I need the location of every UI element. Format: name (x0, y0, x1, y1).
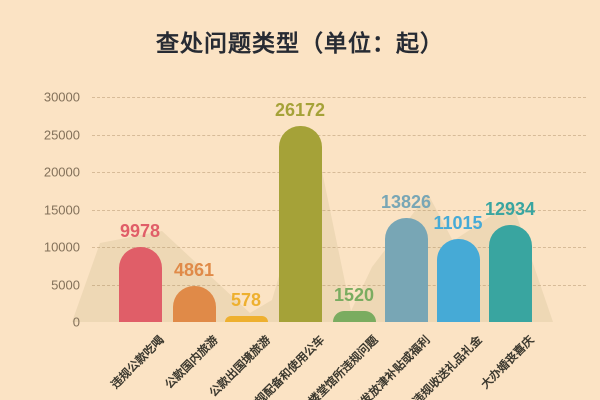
gridline (92, 134, 586, 136)
gridline (92, 97, 586, 98)
bar-7 (436, 239, 480, 322)
bar-value-label: 1520 (333, 284, 375, 305)
y-tick-label: 20000 (43, 164, 80, 180)
y-tick-label: 30000 (43, 89, 80, 105)
bar-category-label: 违规公款吃喝 (109, 334, 167, 392)
bar-value-label: 26172 (274, 99, 326, 120)
bar-5 (332, 310, 376, 322)
bar-6 (384, 218, 428, 322)
bar-value-label: 4861 (173, 259, 215, 280)
bar-value-label: 9978 (119, 221, 161, 242)
bar-value-label: 11015 (433, 213, 483, 234)
bar-8 (488, 225, 532, 322)
y-tick-label: 15000 (43, 202, 80, 217)
chart-title: 查处问题类型（单位：起） (156, 30, 444, 56)
bar-value-label: 13826 (380, 192, 432, 213)
y-tick-label: 5000 (51, 277, 80, 292)
gridline (92, 284, 586, 286)
bar-value-label: 12934 (484, 199, 536, 219)
y-tick-label: 25000 (43, 127, 80, 142)
bar-1 (118, 247, 162, 322)
bar-category-label: 大办婚丧喜庆 (479, 334, 537, 392)
y-tick-label: 0 (72, 314, 80, 330)
y-tick-label: 10000 (43, 239, 80, 255)
gridline (92, 247, 586, 248)
bar-2 (172, 285, 216, 322)
bar-3 (224, 316, 268, 322)
bar-value-label: 578 (230, 290, 262, 310)
bar-4 (278, 125, 322, 322)
gridline (92, 172, 586, 173)
gridline (92, 209, 586, 211)
